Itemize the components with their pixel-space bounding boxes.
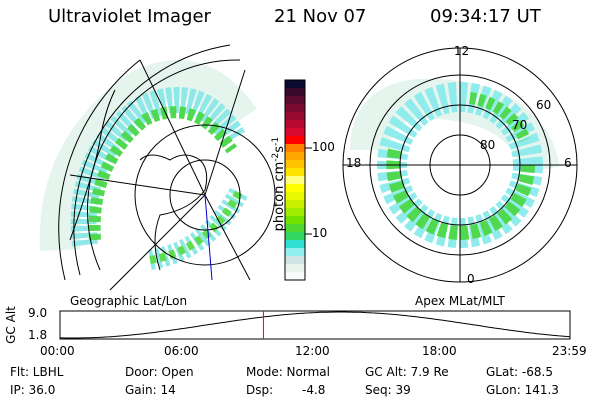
colorbar-swatch bbox=[285, 104, 305, 113]
mlat-label-70: 70 bbox=[512, 118, 528, 132]
seq-info: Seq: 39 bbox=[365, 383, 411, 397]
glat-info: GLat: -68.5 bbox=[486, 365, 553, 379]
dsp-label: Dsp: bbox=[246, 383, 274, 397]
door-info: Door: Open bbox=[125, 365, 194, 379]
colorbar-swatch bbox=[285, 112, 305, 121]
colorbar-swatch bbox=[285, 88, 305, 97]
colorbar-swatch bbox=[285, 120, 305, 129]
time-tick: 06:00 bbox=[164, 344, 199, 358]
colorbar-swatch bbox=[285, 152, 305, 161]
ip-info: IP: 36.0 bbox=[10, 383, 56, 397]
polar-image bbox=[342, 47, 578, 283]
aurora-oval bbox=[70, 87, 247, 247]
colorbar-tick-label: 10 bbox=[312, 226, 328, 240]
colorbar-swatch bbox=[285, 200, 305, 209]
time-tick: 18:00 bbox=[422, 344, 457, 358]
time-label: 09:34:17 UT bbox=[430, 6, 541, 27]
mlat-label-80: 80 bbox=[480, 138, 496, 152]
colorbar-swatch bbox=[285, 136, 305, 145]
colorbar-swatch bbox=[285, 232, 305, 241]
colorbar-tick-label: 100 bbox=[312, 140, 335, 154]
colorbar-swatch bbox=[285, 216, 305, 225]
mlat-mlt-grid bbox=[342, 47, 578, 283]
instrument-title: Ultraviolet Imager bbox=[48, 6, 211, 27]
altitude-ylabel: GC Alt bbox=[3, 306, 18, 344]
geographic-plot-label: Geographic Lat/Lon bbox=[70, 294, 188, 308]
colorbar-swatch bbox=[285, 80, 305, 89]
gain-info: Gain: 14 bbox=[125, 383, 176, 397]
mode-info: Mode: Normal bbox=[246, 365, 330, 379]
altitude-ytick: 9.0 bbox=[28, 306, 48, 320]
dsp-value: -4.8 bbox=[302, 383, 326, 397]
colorbar-label: photon cm-2s-1 bbox=[270, 136, 288, 232]
time-tick: 23:59 bbox=[552, 344, 587, 358]
altitude-plot-frame bbox=[59, 310, 571, 340]
colorbar-swatch bbox=[285, 224, 305, 233]
aurora-oval-bright bbox=[88, 106, 237, 241]
polar-plot-label: Apex MLat/MLT bbox=[415, 294, 505, 308]
colorbar-swatch bbox=[285, 184, 305, 193]
time-tick: 12:00 bbox=[295, 344, 330, 358]
gc-alt-info: GC Alt: 7.9 Re bbox=[365, 365, 449, 379]
aurora-oval-bright bbox=[386, 148, 535, 241]
aurora-haze bbox=[39, 60, 257, 251]
mlt-label-0: 0 bbox=[467, 272, 475, 286]
meridian-line bbox=[204, 194, 213, 281]
colorbar bbox=[285, 80, 305, 281]
mlt-label-12: 12 bbox=[454, 44, 470, 58]
coastline bbox=[139, 154, 208, 271]
mlt-label-6: 6 bbox=[564, 156, 572, 170]
colorbar-swatch bbox=[285, 240, 305, 249]
colorbar-swatch bbox=[285, 160, 305, 169]
altitude-ytick: 1.8 bbox=[28, 328, 48, 342]
geographic-image bbox=[39, 44, 276, 291]
colorbar-swatch bbox=[285, 176, 305, 185]
colorbar-swatch bbox=[285, 264, 305, 273]
colorbar-swatch bbox=[285, 192, 305, 201]
time-tick: 00:00 bbox=[40, 344, 75, 358]
date-label: 21 Nov 07 bbox=[274, 6, 367, 27]
colorbar-swatch bbox=[285, 144, 305, 153]
colorbar-swatch bbox=[285, 168, 305, 177]
colorbar-swatch bbox=[285, 96, 305, 105]
filter-info: Flt: LBHL bbox=[10, 365, 64, 379]
mlat-label-60: 60 bbox=[536, 98, 552, 112]
colorbar-swatch bbox=[285, 248, 305, 257]
colorbar-swatch bbox=[285, 256, 305, 265]
glon-info: GLon: 141.3 bbox=[486, 383, 559, 397]
colorbar-frame bbox=[284, 79, 306, 281]
colorbar-swatch bbox=[285, 128, 305, 137]
colorbar-swatch bbox=[285, 272, 305, 281]
colorbar-swatch bbox=[285, 208, 305, 217]
mlt-label-18: 18 bbox=[346, 156, 362, 170]
altitude-curve bbox=[60, 311, 571, 339]
lat-lon-grid bbox=[58, 44, 276, 291]
